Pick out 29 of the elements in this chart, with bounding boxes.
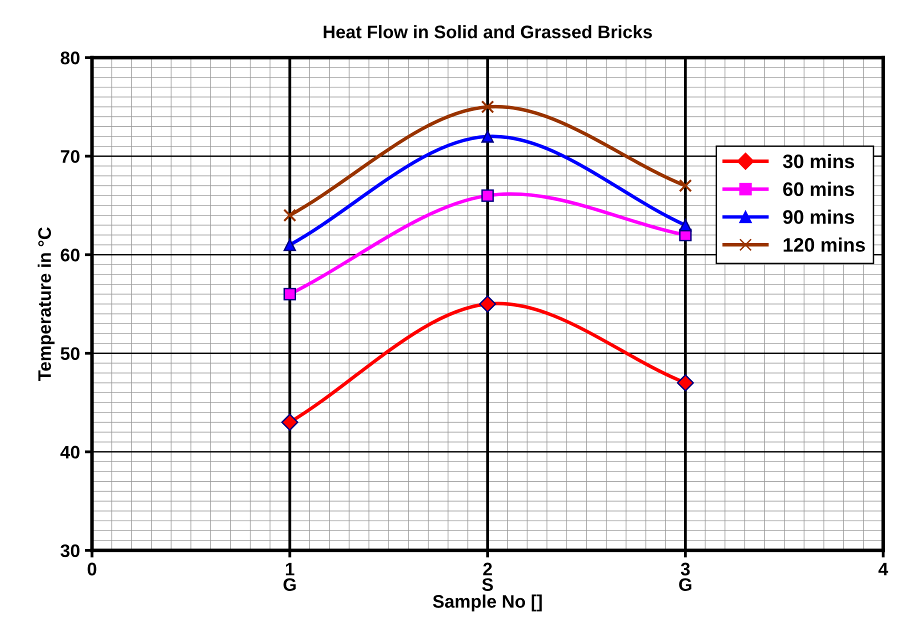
- chart-title: Heat Flow in Solid and Grassed Bricks: [324, 25, 652, 38]
- point: [281, 414, 298, 431]
- legend-label: 30 mins: [782, 154, 854, 168]
- point: [284, 288, 296, 300]
- y-tick-label: 60: [60, 248, 80, 262]
- x-tick-label: 4: [878, 562, 888, 576]
- y-axis-title: Temperature in °C: [38, 227, 55, 381]
- y-tick-label: 30: [60, 544, 80, 558]
- point: [284, 238, 296, 252]
- x-tick-label: 1 G: [284, 562, 296, 591]
- y-tick-label: 80: [60, 52, 80, 64]
- point: [676, 374, 694, 392]
- legend-label: 60 mins: [783, 182, 854, 196]
- point: [481, 130, 494, 143]
- y-tick-label: 50: [60, 347, 80, 360]
- legend-label: 120 mins: [784, 237, 865, 252]
- legend-label: 90 mins: [783, 210, 854, 224]
- point: [283, 208, 296, 222]
- point: [481, 100, 494, 114]
- y-tick-label: 70: [60, 150, 80, 163]
- point: [679, 218, 692, 232]
- point: [481, 189, 494, 202]
- x-tick-label: 2 S: [482, 562, 493, 591]
- point: [479, 295, 496, 313]
- point: [678, 179, 692, 192]
- x-tick-label: 0: [88, 562, 96, 576]
- x-axis-title: Sample No []: [432, 594, 542, 612]
- y-tick-label: 40: [60, 446, 80, 459]
- x-tick-label: 3 G: [679, 562, 692, 591]
